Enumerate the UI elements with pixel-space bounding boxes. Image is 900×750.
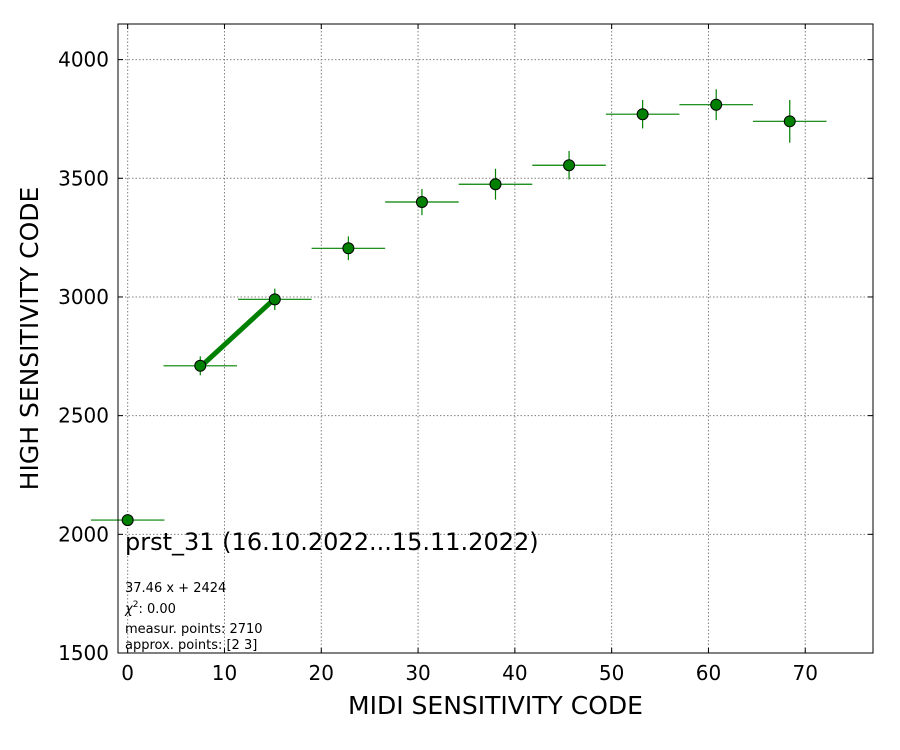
data-point bbox=[636, 108, 649, 121]
ticks: 0 10 20 30 40 50 60 70 1500 2000 2500 3000 3500 4000 bbox=[58, 24, 873, 685]
x-tick-label: 40 bbox=[502, 661, 527, 685]
y-tick-label: 1500 bbox=[58, 641, 109, 665]
x-tick-label: 50 bbox=[599, 661, 624, 685]
annotation-equation: 37.46 x + 2424 bbox=[125, 581, 226, 596]
data-point bbox=[194, 359, 207, 372]
data-point bbox=[121, 514, 134, 527]
points-layer bbox=[90, 89, 827, 527]
annotation-main: prst_31 (16.10.2022...15.11.2022) bbox=[125, 528, 539, 556]
data-point bbox=[415, 196, 428, 209]
chi-symbol: χ bbox=[124, 602, 134, 617]
fit-line bbox=[197, 296, 278, 370]
data-point bbox=[342, 242, 355, 255]
y-tick-label: 4000 bbox=[58, 48, 109, 72]
x-tick-label: 60 bbox=[696, 661, 721, 685]
x-tick-label: 10 bbox=[212, 661, 237, 685]
x-tick-label: 70 bbox=[793, 661, 818, 685]
x-axis-label: MIDI SENSITIVITY CODE bbox=[348, 691, 643, 720]
y-tick-label: 3000 bbox=[58, 285, 109, 309]
chi-value: : 0.00 bbox=[138, 602, 175, 617]
fit-layer bbox=[197, 296, 278, 370]
y-tick-label: 2000 bbox=[58, 522, 109, 546]
annotation-chi: χ2: 0.00 bbox=[124, 600, 176, 617]
data-point bbox=[268, 293, 281, 306]
annotation-approx-points: approx. points: [2 3] bbox=[125, 638, 257, 653]
y-axis-label: HIGH SENSITIVITY CODE bbox=[15, 187, 44, 491]
x-tick-label: 30 bbox=[405, 661, 430, 685]
data-point bbox=[783, 115, 796, 128]
y-tick-label: 3500 bbox=[58, 166, 109, 190]
y-tick-label: 2500 bbox=[58, 404, 109, 428]
x-tick-label: 0 bbox=[121, 661, 134, 685]
data-point bbox=[563, 159, 576, 172]
data-point bbox=[489, 178, 502, 191]
x-tick-label: 20 bbox=[309, 661, 334, 685]
data-point bbox=[710, 98, 723, 111]
chi-superscript: 2 bbox=[133, 600, 139, 610]
annotation-measur-points: measur. points: 2710 bbox=[125, 622, 263, 637]
plot-frame bbox=[117, 23, 874, 654]
